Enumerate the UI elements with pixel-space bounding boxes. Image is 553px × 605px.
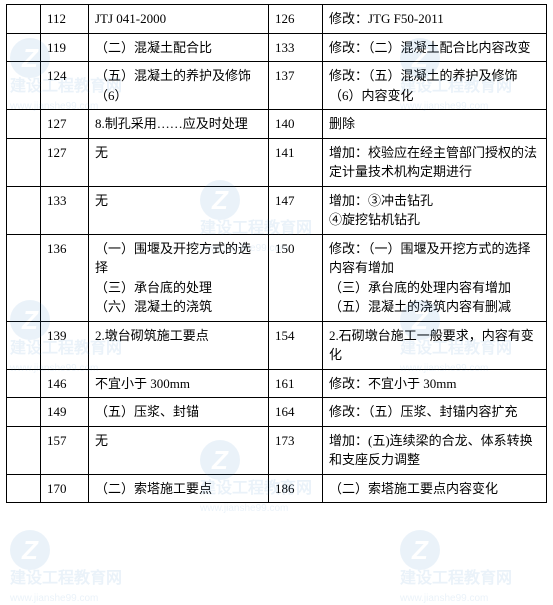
table-cell: 无 [89,186,269,234]
table-cell: 119 [41,33,89,62]
table-cell: 127 [41,110,89,139]
table-cell [7,138,41,186]
table-cell: 146 [41,369,89,398]
watermark-logo-icon: Z [400,530,440,570]
table-cell [7,33,41,62]
table-cell: 141 [269,138,323,186]
table-cell: 8.制孔采用……应及时处理 [89,110,269,139]
table-cell: 133 [269,33,323,62]
watermark: Z建设工程教育网 www.jianshe99.com [10,530,150,605]
table-row: 1392.墩台砌筑施工要点1542.石砌墩台施工一般要求，内容有变化 [7,321,547,369]
table-cell [7,186,41,234]
table-cell [7,398,41,427]
table-cell: 无 [89,426,269,474]
table-cell: JTJ 041-2000 [89,5,269,34]
table-cell: 154 [269,321,323,369]
comparison-table: 112JTJ 041-2000126修改：JTG F50-2011119（二）混… [6,4,547,503]
table-cell: 139 [41,321,89,369]
page-wrap: Z建设工程教育网www.jianshe99.com Z建设工程教育网www.ji… [0,0,553,513]
table-cell: 137 [269,62,323,110]
watermark-brand: 建设工程教育网 [400,570,512,587]
table-cell: 增加：(五)连续梁的合龙、体系转换和支座反力调整 [323,426,547,474]
table-cell: （二）索塔施工要点内容变化 [323,474,547,503]
table-cell: 173 [269,426,323,474]
table-row: 146不宜小于 300mm161修改：不宜小于 30mm [7,369,547,398]
table-cell: 删除 [323,110,547,139]
table-row: 124（五）混凝土的养护及修饰（6）137修改：（五）混凝土的养护及修饰（6）内… [7,62,547,110]
table-cell: 2.墩台砌筑施工要点 [89,321,269,369]
watermark-url: www.jianshe99.com [200,503,288,514]
table-row: 112JTJ 041-2000126修改：JTG F50-2011 [7,5,547,34]
table-cell: 140 [269,110,323,139]
table-row: 136（一）围堰及开挖方式的选择（三）承台底的处理（六）混凝土的浇筑150修改：… [7,234,547,321]
table-cell: 无 [89,138,269,186]
table-cell [7,321,41,369]
table-cell: 147 [269,186,323,234]
table-cell [7,369,41,398]
table-cell: 157 [41,426,89,474]
table-cell: （二）混凝土配合比 [89,33,269,62]
table-cell: 149 [41,398,89,427]
table-cell: 修改：（五）压浆、封锚内容扩充 [323,398,547,427]
table-cell: 修改：（五）混凝土的养护及修饰（6）内容变化 [323,62,547,110]
table-cell: 增加：③冲击钻孔④旋挖钻机钻孔 [323,186,547,234]
table-cell: 150 [269,234,323,321]
table-cell: （五）压浆、封锚 [89,398,269,427]
table-cell: 124 [41,62,89,110]
table-row: 127无141增加：校验应在经主管部门授权的法定计量技术机构定期进行 [7,138,547,186]
table-cell: 修改：不宜小于 30mm [323,369,547,398]
table-row: 149（五）压浆、封锚164修改：（五）压浆、封锚内容扩充 [7,398,547,427]
table-cell: 136 [41,234,89,321]
table-row: 157无173增加：(五)连续梁的合龙、体系转换和支座反力调整 [7,426,547,474]
table-cell: 增加：校验应在经主管部门授权的法定计量技术机构定期进行 [323,138,547,186]
table-cell: 186 [269,474,323,503]
table-cell: 2.石砌墩台施工一般要求，内容有变化 [323,321,547,369]
table-cell: 修改：JTG F50-2011 [323,5,547,34]
table-cell: 127 [41,138,89,186]
table-cell [7,426,41,474]
table-row: 170（二）索塔施工要点186（二）索塔施工要点内容变化 [7,474,547,503]
table-cell: 133 [41,186,89,234]
watermark-url: www.jianshe99.com [10,593,98,604]
table-cell: （一）围堰及开挖方式的选择（三）承台底的处理（六）混凝土的浇筑 [89,234,269,321]
table-row: 119（二）混凝土配合比133修改：（二）混凝土配合比内容改变 [7,33,547,62]
table-row: 133无147增加：③冲击钻孔④旋挖钻机钻孔 [7,186,547,234]
table-cell: 126 [269,5,323,34]
table-cell: 112 [41,5,89,34]
table-cell: 修改：（一）围堰及开挖方式的选择内容有增加（三）承台底的处理内容有增加（五）混凝… [323,234,547,321]
watermark: Z建设工程教育网 www.jianshe99.com [400,530,540,605]
watermark-logo-icon: Z [10,530,50,570]
watermark-brand: 建设工程教育网 [10,570,122,587]
table-cell [7,5,41,34]
table-cell [7,474,41,503]
watermark-url: www.jianshe99.com [400,593,488,604]
table-cell [7,110,41,139]
table-cell: 164 [269,398,323,427]
table-cell: 不宜小于 300mm [89,369,269,398]
table-cell: 修改：（二）混凝土配合比内容改变 [323,33,547,62]
table-cell [7,234,41,321]
table-cell: （五）混凝土的养护及修饰（6） [89,62,269,110]
table-cell: （二）索塔施工要点 [89,474,269,503]
table-cell [7,62,41,110]
table-cell: 170 [41,474,89,503]
table-row: 1278.制孔采用……应及时处理140删除 [7,110,547,139]
table-cell: 161 [269,369,323,398]
